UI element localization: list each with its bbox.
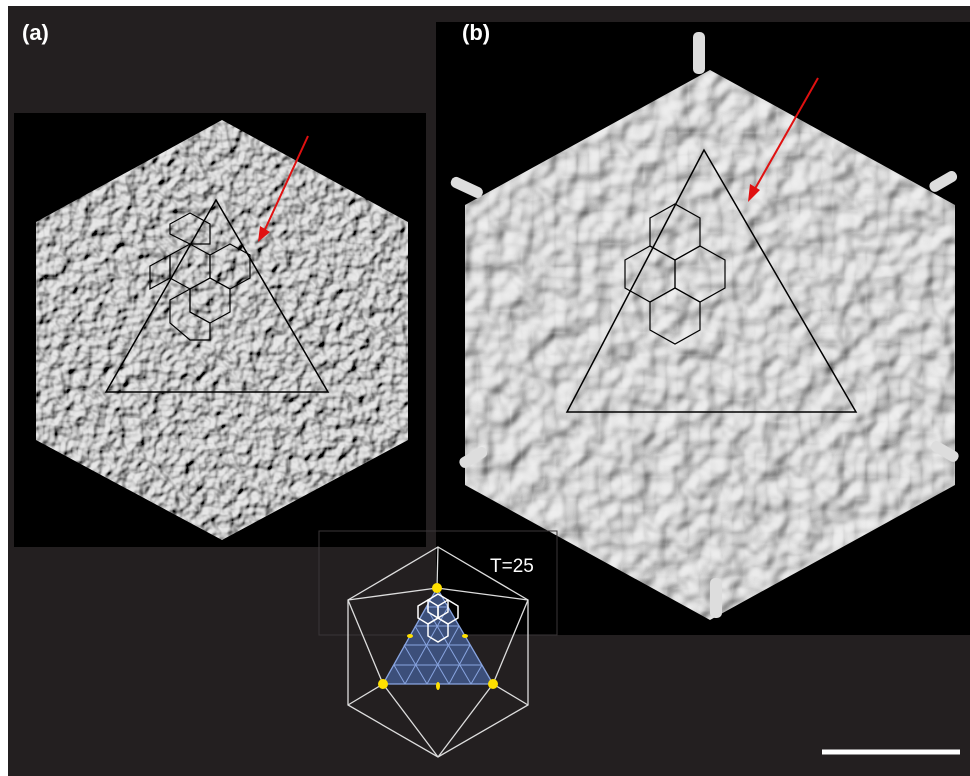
arrowhead-b <box>748 184 760 202</box>
icosahedron <box>347 546 529 758</box>
panel-label: (b) <box>462 20 490 45</box>
virus-b <box>465 70 955 620</box>
hexagons-b <box>624 203 726 345</box>
arrow-a <box>261 135 309 237</box>
triangulation-label: T=25 <box>490 556 534 577</box>
triangle-b <box>565 148 858 413</box>
arrow-b <box>751 77 819 195</box>
virus-a <box>36 120 408 540</box>
inset-hexagons <box>417 593 459 643</box>
panel-label: (a) <box>22 20 49 45</box>
triangle-a <box>104 198 330 393</box>
symmetry-markers <box>378 583 498 690</box>
hexagons-a <box>149 212 251 341</box>
spikes <box>450 32 959 618</box>
arrowhead-a <box>258 226 270 242</box>
